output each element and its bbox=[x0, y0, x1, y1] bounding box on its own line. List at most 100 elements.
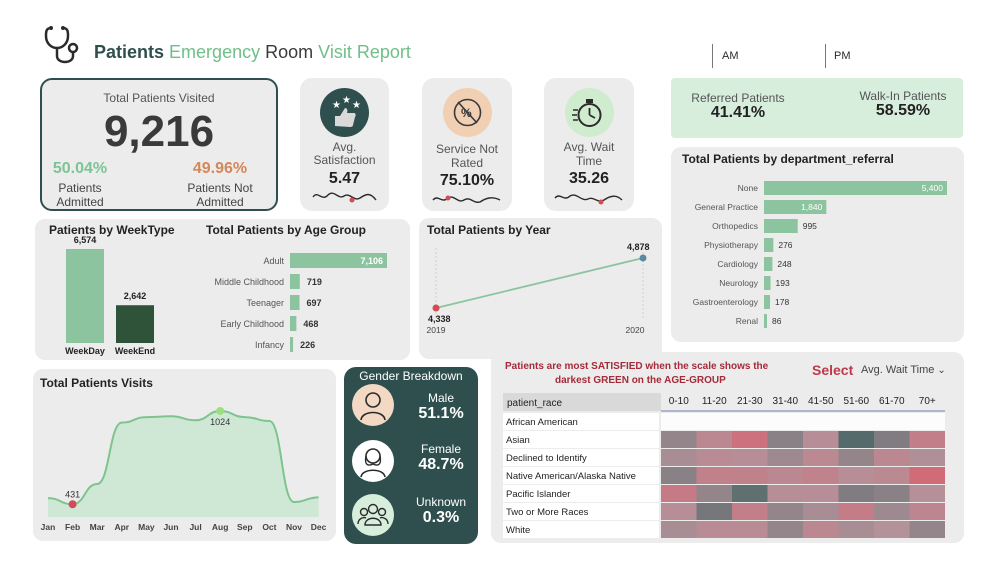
dept-bar bbox=[764, 314, 767, 328]
heatmap-row-label-cell bbox=[503, 485, 659, 502]
department-chart-card: Total Patients by department_referral No… bbox=[671, 147, 964, 342]
heatmap-cell bbox=[661, 503, 697, 520]
wait-sparkline bbox=[554, 194, 623, 205]
dept-category-label: Gastroenterology bbox=[693, 297, 759, 307]
dept-category-label: Cardiology bbox=[717, 259, 758, 269]
total-patients-card: Total Patients Visited 9,216 50.04% Pati… bbox=[40, 78, 278, 211]
heatmap-cell bbox=[909, 467, 945, 484]
heatmap-cell bbox=[803, 431, 839, 448]
walkin-value: 58.59% bbox=[875, 102, 931, 119]
heatmap-chart: patient_race 0-10 11-20 21-30 31-40 41-50 51-6… bbox=[503, 393, 945, 538]
svg-text:★: ★ bbox=[342, 95, 351, 106]
heatmap-cell bbox=[838, 449, 874, 466]
weektype-value-label: 2,642 bbox=[124, 291, 147, 301]
heatmap-cell bbox=[874, 431, 910, 448]
heatmap-cell bbox=[767, 521, 803, 538]
heatmap-cell bbox=[803, 503, 839, 520]
heatmap-cell bbox=[803, 449, 839, 466]
admitted-pct: 50.04% bbox=[52, 160, 108, 177]
month-tick-label: May bbox=[138, 522, 155, 532]
heatmap-cell bbox=[838, 413, 874, 430]
walkin-label: Walk-In Patients bbox=[859, 89, 947, 103]
heatmap-cell bbox=[838, 485, 874, 502]
monthly-visits-chart: Jan Feb Mar Apr May Jun Jul Aug Sep Oct Nov Dec 431 1… bbox=[41, 406, 327, 532]
monthly-annotation-label: 1024 bbox=[210, 417, 230, 427]
pm-filter-button[interactable]: PM bbox=[825, 44, 925, 68]
heatmap-cell bbox=[732, 413, 768, 430]
referred-label: Referred Patients bbox=[691, 91, 785, 105]
not-admitted-label-2: Admitted bbox=[196, 195, 244, 209]
heatmap-cell bbox=[767, 503, 803, 520]
heatmap-cell bbox=[767, 467, 803, 484]
weektype-chart: 6,574 WeekDay 2,642 WeekEnd bbox=[65, 235, 155, 356]
department-chart-title: Total Patients by department_referral bbox=[682, 152, 894, 166]
age-category-label: Early Childhood bbox=[220, 319, 284, 329]
age-value-label: 7,106 bbox=[360, 256, 383, 266]
satisfaction-value: 5.47 bbox=[328, 170, 361, 187]
heatmap-cell bbox=[661, 449, 697, 466]
heatmap-cell bbox=[732, 449, 768, 466]
heatmap-cell bbox=[874, 413, 910, 430]
month-tick-label: Jul bbox=[189, 522, 201, 532]
heatmap-cell bbox=[803, 485, 839, 502]
weektype-bar bbox=[66, 249, 104, 343]
heatmap-column-label: 0-10 bbox=[669, 396, 689, 407]
service-label-2: Rated bbox=[450, 156, 484, 170]
stopwatch-icon bbox=[565, 88, 614, 137]
male-label: Male bbox=[427, 391, 454, 405]
month-tick-label: Dec bbox=[311, 522, 327, 532]
service-label-1: Service Not bbox=[435, 142, 499, 156]
year-tick-label: 2019 bbox=[427, 325, 446, 335]
metric-dropdown[interactable]: Avg. Wait Time ⌄ bbox=[861, 364, 946, 376]
dept-bar bbox=[764, 219, 798, 233]
month-tick-label: Aug bbox=[212, 522, 229, 532]
age-category-label: Infancy bbox=[255, 340, 285, 350]
wait-label-2: Time bbox=[575, 154, 603, 168]
female-icon bbox=[352, 440, 394, 482]
monthly-area bbox=[48, 410, 319, 517]
male-icon bbox=[352, 384, 394, 426]
unknown-label: Unknown bbox=[415, 495, 467, 509]
satisfaction-label-2: Satisfaction bbox=[313, 153, 376, 167]
heatmap-cell bbox=[767, 449, 803, 466]
heatmap-cell bbox=[838, 467, 874, 484]
heatmap-cell bbox=[909, 503, 945, 520]
age-value-label: 226 bbox=[300, 340, 315, 350]
monthly-annotation-label: 431 bbox=[65, 489, 80, 499]
dept-value-label: 5,400 bbox=[922, 183, 944, 193]
weektype-category-label: WeekDay bbox=[65, 346, 105, 356]
svg-text:★: ★ bbox=[332, 100, 341, 111]
total-patients-value: 9,216 bbox=[103, 107, 215, 156]
heatmap-cell bbox=[696, 449, 732, 466]
age-bar bbox=[290, 253, 387, 268]
heatmap-row-label-cell bbox=[503, 503, 659, 520]
weektype-value-label: 6,574 bbox=[74, 235, 97, 245]
weektype-agegroup-card: Patients by WeekType Total Patients by A… bbox=[35, 219, 410, 360]
heatmap-cell bbox=[661, 431, 697, 448]
am-filter-button[interactable]: AM bbox=[712, 44, 812, 68]
page-title: Patients Emergency Room Visit Report bbox=[94, 42, 411, 62]
dept-value-label: 178 bbox=[775, 297, 789, 307]
month-tick-label: Nov bbox=[286, 522, 302, 532]
heatmap-cell bbox=[661, 467, 697, 484]
dept-value-label: 193 bbox=[776, 278, 790, 288]
wait-value: 35.26 bbox=[568, 170, 610, 187]
svg-text:★: ★ bbox=[352, 100, 361, 111]
male-value: 51.1% bbox=[418, 405, 464, 422]
age-bar bbox=[290, 337, 294, 352]
heatmap-row-label-cell bbox=[503, 467, 659, 484]
heatmap-cell bbox=[838, 431, 874, 448]
month-tick-label: Mar bbox=[90, 522, 106, 532]
dept-value-label: 276 bbox=[778, 240, 792, 250]
age-value-label: 697 bbox=[307, 298, 322, 308]
year-line bbox=[435, 257, 644, 309]
heatmap-cell bbox=[874, 521, 910, 538]
gender-breakdown-card: Gender Breakdown Male 51.1% Female 48.7%… bbox=[344, 367, 478, 544]
not-admitted-label-1: Patients Not bbox=[187, 181, 253, 195]
year-value-label: 4,878 bbox=[627, 242, 650, 252]
heatmap-cell bbox=[661, 521, 697, 538]
year-value-label: 4,338 bbox=[428, 314, 451, 324]
year-tick-label: 2020 bbox=[626, 325, 645, 335]
heatmap-row-label: Native American/Alaska Native bbox=[506, 471, 636, 482]
heatmap-row-label: Asian bbox=[506, 435, 530, 446]
